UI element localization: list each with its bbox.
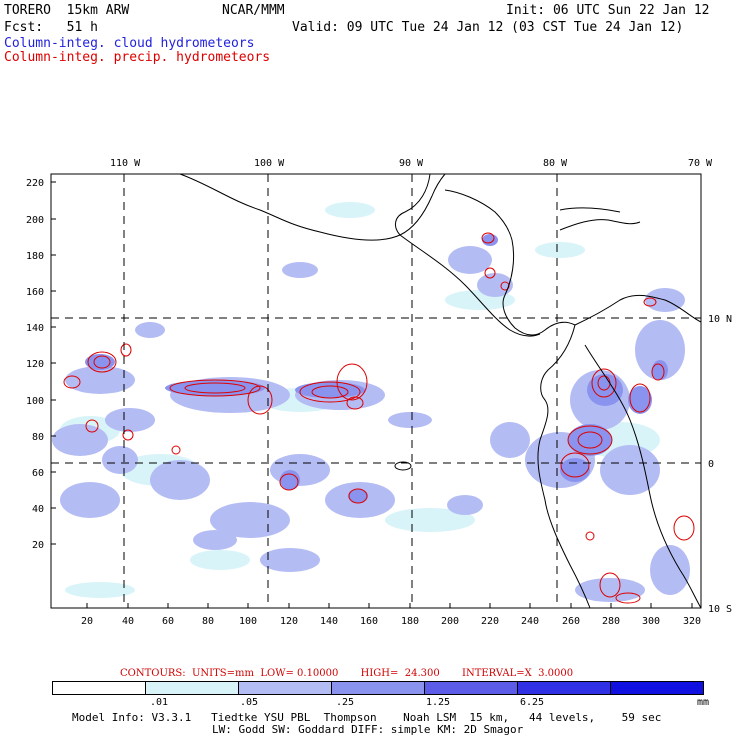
lon-label-70w: 70 W xyxy=(688,158,713,169)
lat-label-10n: 10 N xyxy=(708,314,732,325)
y-label-160: 160 xyxy=(26,287,44,298)
x-label-60: 60 xyxy=(162,616,174,627)
y-axis-labels: 220 200 180 160 140 120 100 80 60 40 20 xyxy=(26,178,44,551)
colorbar-seg-4 xyxy=(425,682,518,694)
colorbar-units: mm xyxy=(697,697,710,708)
lon-label-80w: 80 W xyxy=(543,158,568,169)
coastlines xyxy=(179,173,702,609)
colorbar-seg-5 xyxy=(518,682,611,694)
x-label-200: 200 xyxy=(441,616,459,627)
x-label-300: 300 xyxy=(642,616,660,627)
x-label-40: 40 xyxy=(122,616,134,627)
colorbar-seg-2 xyxy=(239,682,332,694)
model-title: TORERO 15km ARW xyxy=(4,3,130,18)
axis-ticks xyxy=(51,181,693,608)
x-label-260: 260 xyxy=(562,616,580,627)
x-label-140: 140 xyxy=(320,616,338,627)
lat-labels: 10 N 0 10 S xyxy=(708,314,732,615)
institution-label: NCAR/MMM xyxy=(222,3,285,18)
colorbar-seg-1 xyxy=(146,682,239,694)
model-info-line1: Model Info: V3.3.1 Tiedtke YSU PBL Thomp… xyxy=(72,711,662,724)
field-cloud-label: Column-integ. cloud hydrometeors xyxy=(4,36,255,51)
colorbar-label-1: .05 xyxy=(240,697,259,708)
y-label-100: 100 xyxy=(26,396,44,407)
lon-label-110w: 110 W xyxy=(110,158,141,169)
x-label-20: 20 xyxy=(81,616,93,627)
x-label-160: 160 xyxy=(360,616,378,627)
x-label-100: 100 xyxy=(239,616,257,627)
x-label-80: 80 xyxy=(202,616,214,627)
y-label-180: 180 xyxy=(26,251,44,262)
y-label-120: 120 xyxy=(26,359,44,370)
lon-label-90w: 90 W xyxy=(399,158,424,169)
y-label-80: 80 xyxy=(32,432,44,443)
colorbar-seg-3 xyxy=(332,682,425,694)
valid-time: Valid: 09 UTC Tue 24 Jan 12 (03 CST Tue … xyxy=(292,20,684,35)
lat-label-0: 0 xyxy=(708,459,714,470)
y-label-20: 20 xyxy=(32,540,44,551)
colorbar-seg-0 xyxy=(53,682,146,694)
y-label-200: 200 xyxy=(26,215,44,226)
colorbar xyxy=(52,681,704,695)
x-label-220: 220 xyxy=(481,616,499,627)
x-label-120: 120 xyxy=(280,616,298,627)
colorbar-label-2: .25 xyxy=(336,697,355,708)
y-label-140: 140 xyxy=(26,323,44,334)
field-precip-label: Column-integ. precip. hydrometeors xyxy=(4,50,271,65)
y-label-40: 40 xyxy=(32,504,44,515)
cloud-field xyxy=(52,202,690,602)
y-label-220: 220 xyxy=(26,178,44,189)
x-axis-labels: 20 40 60 80 100 120 140 160 180 200 220 … xyxy=(81,616,701,627)
forecast-hour: Fcst: 51 h xyxy=(4,20,98,35)
x-label-240: 240 xyxy=(521,616,539,627)
x-label-320: 320 xyxy=(683,616,701,627)
y-label-60: 60 xyxy=(32,468,44,479)
init-time: Init: 06 UTC Sun 22 Jan 12 xyxy=(506,3,710,18)
colorbar-seg-6 xyxy=(611,682,703,694)
precip-contours xyxy=(63,232,695,604)
contour-info: CONTOURS: UNITS=mm LOW= 0.10000 HIGH= 24… xyxy=(120,668,574,679)
graticule xyxy=(51,174,701,608)
x-label-280: 280 xyxy=(602,616,620,627)
lon-label-100w: 100 W xyxy=(254,158,285,169)
lat-label-10s: 10 S xyxy=(708,604,732,615)
model-info-line2: LW: Godd SW: Goddard DIFF: simple KM: 2D… xyxy=(212,723,524,736)
colorbar-label-0: .01 xyxy=(150,697,169,708)
colorbar-label-4: 6.25 xyxy=(520,697,545,708)
colorbar-label-3: 1.25 xyxy=(426,697,451,708)
x-label-180: 180 xyxy=(401,616,419,627)
